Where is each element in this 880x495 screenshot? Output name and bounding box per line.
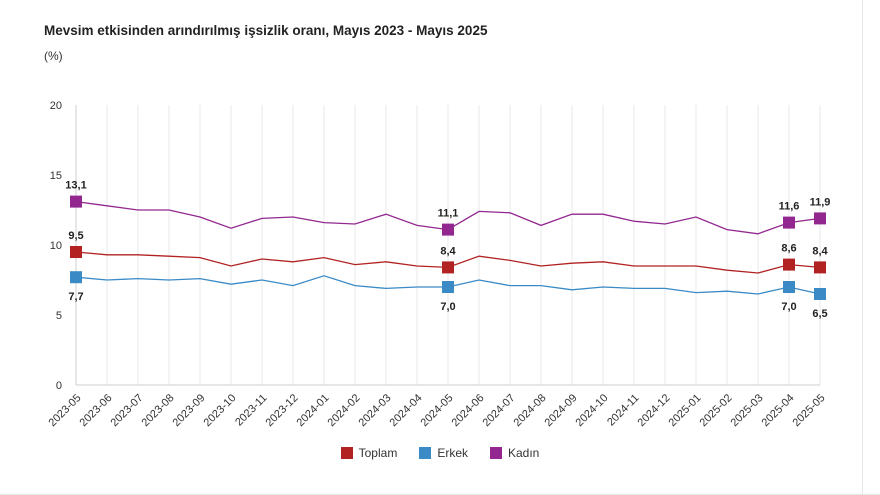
data-point-marker — [442, 223, 454, 236]
legend-item-kadin[interactable]: Kadın — [490, 446, 539, 460]
data-label: 8,4 — [440, 245, 456, 257]
x-tick-label: 2023-05 — [47, 392, 84, 429]
chart-legend: Toplam Erkek Kadın — [0, 446, 880, 460]
x-tick-label: 2024-09 — [543, 392, 580, 429]
data-point-marker — [442, 281, 454, 293]
data-label: 11,1 — [438, 208, 459, 220]
y-tick-label: 10 — [50, 240, 62, 252]
data-label: 11,9 — [810, 196, 831, 208]
x-tick-label: 2023-10 — [202, 392, 239, 429]
data-point-marker — [814, 261, 826, 274]
x-tick-label: 2023-09 — [171, 392, 208, 429]
y-tick-label: 0 — [56, 380, 62, 392]
legend-item-erkek[interactable]: Erkek — [419, 446, 468, 460]
x-tick-label: 2023-07 — [109, 392, 146, 429]
x-tick-label: 2024-02 — [326, 392, 363, 429]
legend-label-toplam: Toplam — [358, 446, 398, 460]
data-point-marker — [442, 261, 454, 274]
x-tick-label: 2024-10 — [574, 392, 611, 429]
y-tick-label: 15 — [50, 170, 62, 182]
x-tick-label: 2025-05 — [791, 392, 828, 429]
x-tick-label: 2025-04 — [760, 392, 797, 429]
x-tick-label: 2025-02 — [698, 392, 735, 429]
data-label: 11,6 — [779, 201, 800, 213]
data-point-marker — [814, 212, 826, 225]
x-tick-label: 2024-07 — [481, 392, 518, 429]
legend-swatch-toplam — [340, 447, 353, 459]
x-tick-label: 2023-11 — [233, 392, 269, 428]
y-tick-label: 5 — [56, 310, 62, 322]
data-point-marker — [814, 288, 826, 300]
data-label: 8,4 — [812, 245, 828, 257]
x-tick-label: 2024-03 — [357, 392, 394, 429]
x-tick-label: 2024-12 — [636, 392, 673, 429]
data-point-marker — [783, 281, 795, 293]
legend-item-toplam[interactable]: Toplam — [340, 446, 398, 460]
chart-title: Mevsim etkisinden arındırılmış işsizlik … — [44, 23, 488, 38]
data-label: 6,5 — [812, 308, 827, 320]
x-tick-label: 2023-06 — [78, 392, 115, 429]
data-label: 7,0 — [440, 301, 455, 313]
x-tick-label: 2023-12 — [264, 392, 301, 429]
x-tick-label: 2023-08 — [140, 392, 177, 429]
data-point-marker — [70, 195, 82, 208]
legend-label-kadin: Kadın — [508, 446, 540, 460]
data-label: 9,5 — [68, 230, 83, 242]
x-tick-label: 2024-05 — [419, 392, 456, 429]
data-label: 7,0 — [781, 301, 796, 313]
x-tick-label: 2024-01 — [295, 392, 332, 429]
data-label: 7,7 — [68, 291, 83, 303]
x-tick-label: 2025-01 — [667, 392, 704, 429]
data-label: 8,6 — [781, 243, 796, 255]
legend-swatch-erkek — [419, 447, 432, 459]
line-chart: 051015202023-052023-062023-072023-082023… — [47, 100, 831, 429]
legend-label-erkek: Erkek — [437, 446, 468, 460]
x-tick-label: 2025-03 — [729, 392, 766, 429]
y-tick-label: 20 — [50, 100, 62, 112]
x-tick-label: 2024-06 — [450, 392, 487, 429]
data-point-marker — [70, 271, 82, 284]
data-point-marker — [70, 246, 82, 258]
x-tick-label: 2024-08 — [512, 392, 549, 429]
legend-swatch-kadin — [490, 447, 502, 459]
data-point-marker — [783, 216, 795, 229]
data-label: 13,1 — [65, 180, 86, 192]
data-point-marker — [783, 258, 795, 271]
x-tick-label: 2024-11 — [605, 392, 641, 428]
x-tick-label: 2024-04 — [388, 392, 425, 429]
unit-label: (%) — [44, 49, 63, 63]
panel-divider — [862, 0, 863, 495]
